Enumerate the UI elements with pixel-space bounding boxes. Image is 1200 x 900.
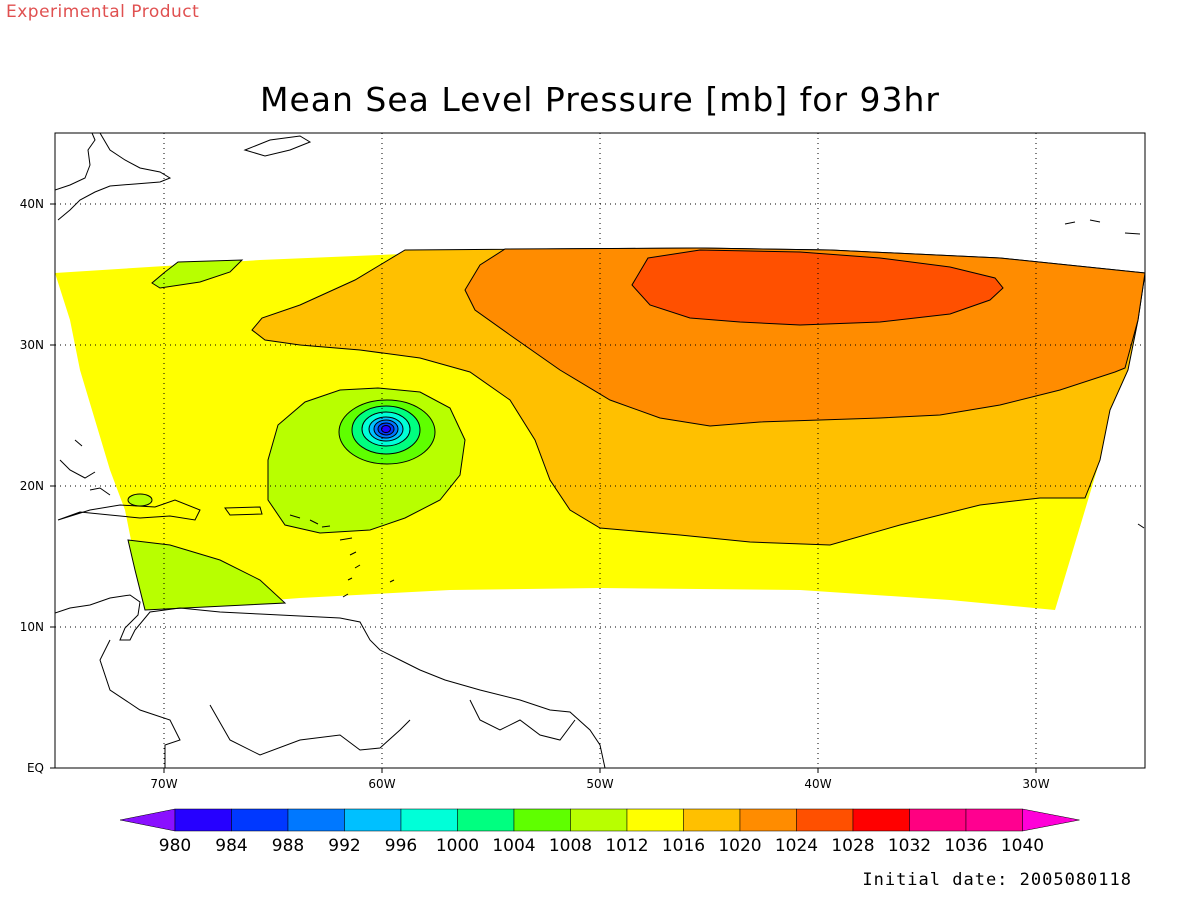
colorbar-swatch	[231, 808, 289, 832]
colorbar-swatch	[626, 808, 684, 832]
colorbar-level-label: 1040	[1001, 836, 1044, 856]
colorbar-level-label: 1004	[492, 836, 535, 856]
colorbar-swatch	[344, 808, 402, 832]
lon-tick-label: 30W	[1022, 777, 1049, 791]
colorbar-level-label: 1012	[605, 836, 648, 856]
colorbar-swatch	[174, 808, 232, 832]
colorbar-level-label: 1024	[775, 836, 818, 856]
axis-ticks	[50, 203, 1037, 773]
lon-tick-label: 50W	[586, 777, 613, 791]
lat-lon-grid	[55, 133, 1145, 768]
colorbar-level-label: 1028	[831, 836, 874, 856]
colorbar-swatch	[683, 808, 741, 832]
colorbar-level-label: 1008	[549, 836, 592, 856]
colorbar-swatch	[965, 808, 1023, 832]
colorbar-level-label: 988	[272, 836, 304, 856]
lat-tick-label: EQ	[27, 761, 44, 775]
colorbar-level-label: 1000	[436, 836, 479, 856]
colorbar-swatch	[400, 808, 458, 832]
band-980-984	[381, 425, 391, 433]
colorbar-swatch	[513, 808, 571, 832]
colorbar-swatch	[909, 808, 967, 832]
coastlines	[55, 133, 1145, 768]
colorbar-swatch	[796, 808, 854, 832]
lat-tick-label: 30N	[20, 338, 44, 352]
colorbar-swatch	[570, 808, 628, 832]
colorbar-level-label: 996	[385, 836, 417, 856]
experimental-product-label: Experimental Product	[6, 2, 200, 22]
lat-tick-label: 10N	[20, 620, 44, 634]
band-1008-1012-hispaniola	[127, 493, 153, 507]
band-1008-1012-nw	[151, 259, 244, 289]
colorbar: 980 984 988 992 996 1000 1004 1008 1012 1016 1020 1…	[119, 808, 1080, 856]
map-title: Mean Sea Level Pressure [mb] for 93hr	[259, 80, 941, 119]
colorbar-level-label: 980	[159, 836, 191, 856]
colorbar-level-label: 1020	[718, 836, 761, 856]
band-1008-1012-sw	[127, 539, 287, 611]
initial-date-label: Initial date: 2005080118	[862, 870, 1132, 890]
colorbar-level-label: 992	[328, 836, 360, 856]
colorbar-level-label: 1032	[888, 836, 931, 856]
low-pressure-system	[267, 387, 466, 534]
colorbar-level-label: 1036	[944, 836, 987, 856]
lat-tick-label: 40N	[20, 197, 44, 211]
colorbar-level-label: 984	[215, 836, 247, 856]
pressure-field	[55, 133, 1145, 768]
band-1024-1028	[631, 249, 1004, 326]
colorbar-swatch	[287, 808, 345, 832]
lon-tick-label: 70W	[150, 777, 177, 791]
colorbar-arrow-low	[119, 808, 176, 832]
colorbar-swatch	[457, 808, 515, 832]
lat-tick-label: 20N	[20, 479, 44, 493]
lon-tick-label: 40W	[804, 777, 831, 791]
colorbar-swatch	[852, 808, 910, 832]
colorbar-swatch	[739, 808, 797, 832]
lon-tick-label: 60W	[368, 777, 395, 791]
colorbar-arrow-high	[1022, 808, 1080, 832]
colorbar-level-label: 1016	[662, 836, 705, 856]
